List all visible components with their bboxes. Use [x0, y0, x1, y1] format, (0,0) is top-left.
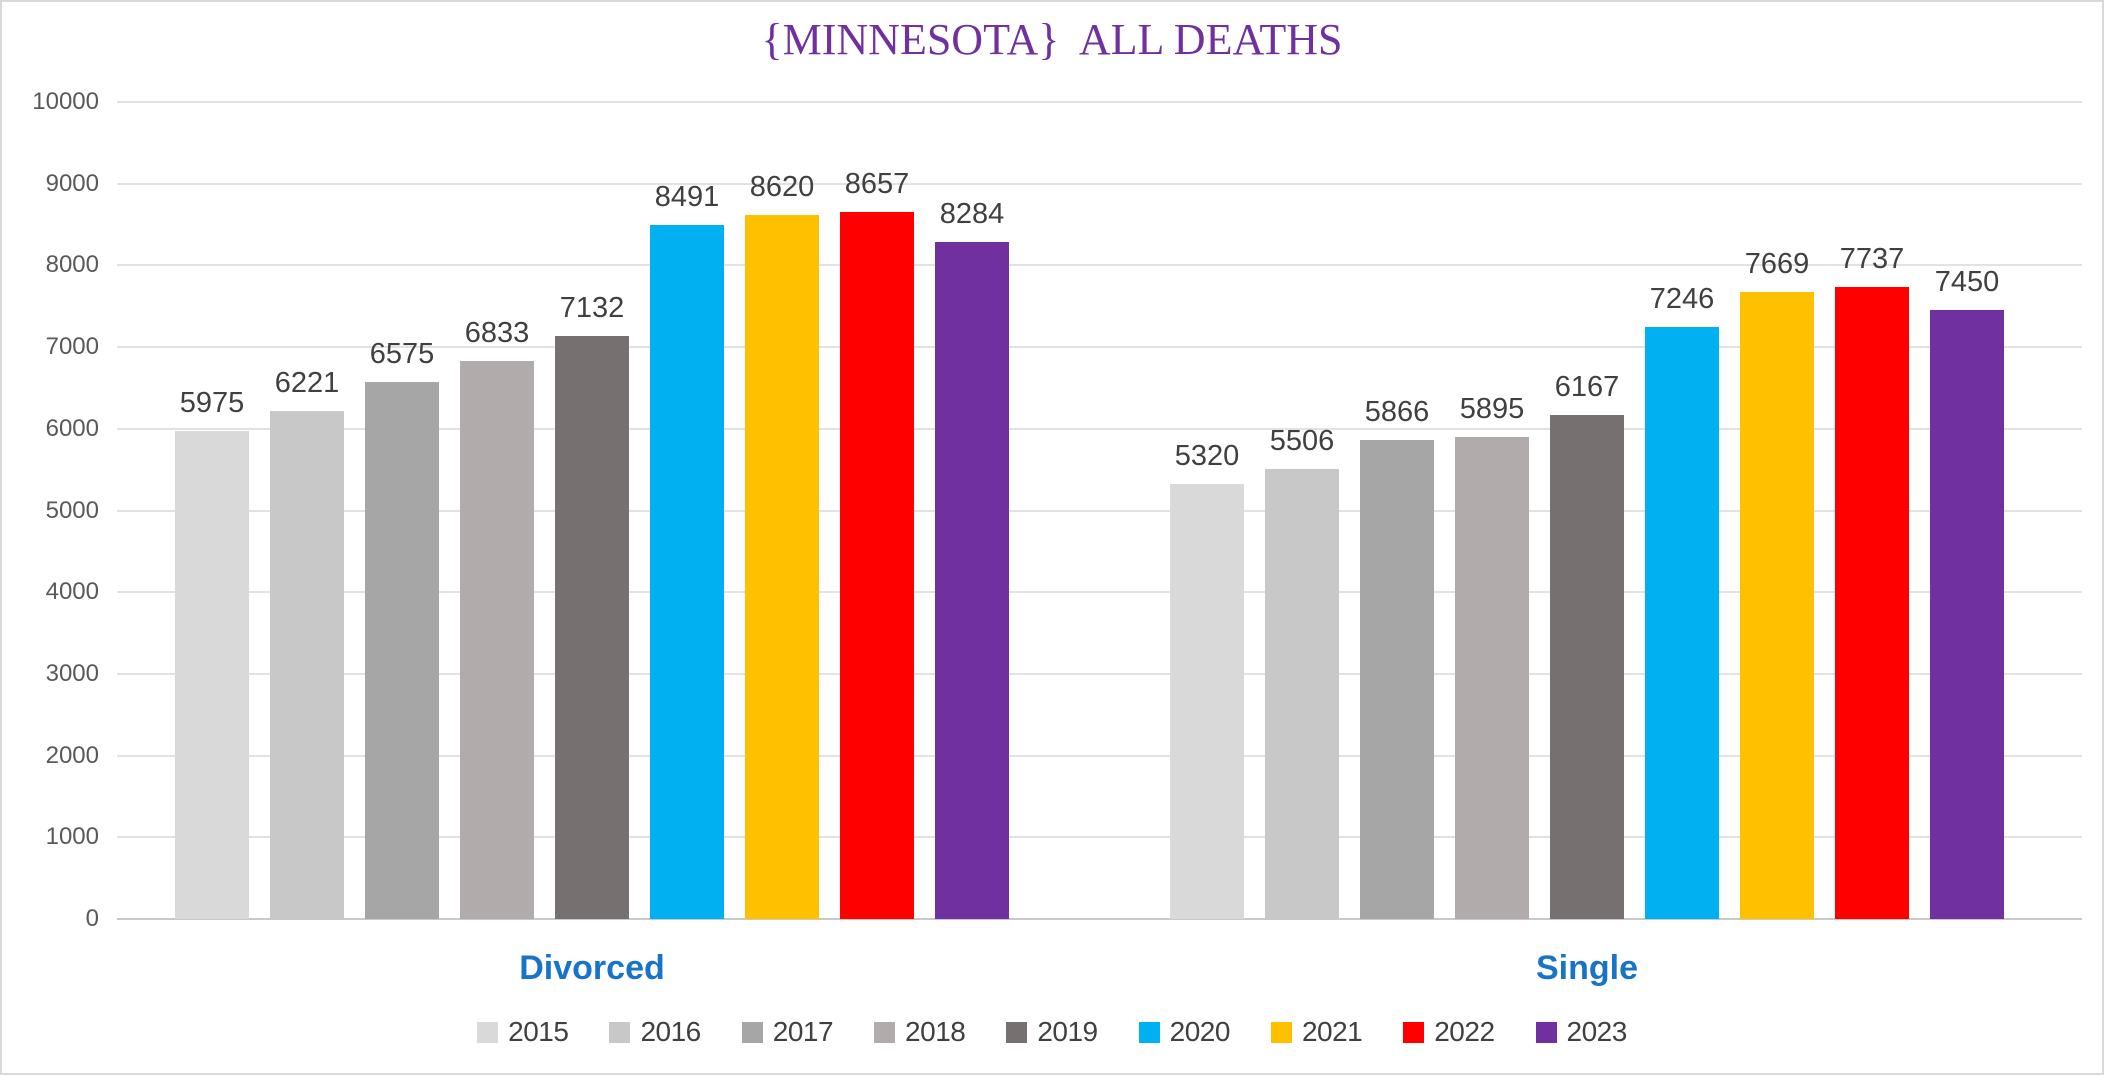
legend-marker-icon	[1270, 1021, 1292, 1043]
data-label-divorced-2021: 8620	[749, 171, 815, 203]
legend-marker-icon	[1138, 1021, 1160, 1043]
bar-divorced-2020	[650, 225, 724, 919]
legend-label: 2022	[1434, 1016, 1495, 1047]
legend-label: 2020	[1169, 1016, 1231, 1047]
bar-single-2018	[1455, 437, 1529, 919]
legend-marker-icon	[1006, 1021, 1028, 1043]
bar-single-2015	[1170, 484, 1244, 919]
bar-single-2023	[1930, 310, 2004, 919]
data-label-single-2016: 5506	[1269, 425, 1335, 457]
y-axis-tick-label: 3000	[45, 659, 99, 687]
data-label-divorced-2020: 8491	[654, 181, 720, 213]
gridline-9000	[117, 182, 2082, 185]
y-axis-tick-label: 5000	[45, 496, 99, 524]
legend-item-2022: 2022	[1403, 1016, 1495, 1048]
legend-marker-icon	[874, 1021, 896, 1043]
gridline-1000	[117, 836, 2082, 839]
category-label-single: Single	[1535, 949, 1639, 987]
gridline-5000	[117, 509, 2082, 512]
bar-divorced-2022	[840, 212, 914, 919]
data-label-divorced-2015: 5975	[179, 387, 245, 419]
legend-marker-icon	[1535, 1021, 1557, 1043]
data-label-single-2018: 5895	[1459, 393, 1525, 425]
data-label-divorced-2016: 6221	[274, 367, 340, 399]
data-label-divorced-2017: 6575	[369, 338, 435, 370]
bar-divorced-2015	[175, 431, 249, 919]
legend-marker-icon	[609, 1021, 631, 1043]
legend-marker-icon	[477, 1021, 499, 1043]
bar-single-2020	[1645, 327, 1719, 919]
gridline-2000	[117, 754, 2082, 757]
data-label-single-2017: 5866	[1364, 396, 1430, 428]
gridline-3000	[117, 672, 2082, 675]
legend-label: 2018	[905, 1016, 966, 1047]
gridline-0	[117, 918, 2082, 920]
legend-marker-icon	[741, 1021, 763, 1043]
y-axis-tick-label: 2000	[45, 741, 99, 769]
data-label-divorced-2018: 6833	[464, 317, 530, 349]
bar-divorced-2019	[555, 336, 629, 919]
category-label-divorced: Divorced	[519, 949, 665, 987]
legend-label: 2015	[508, 1016, 569, 1047]
y-axis-tick-label: 6000	[45, 414, 99, 442]
bar-single-2021	[1740, 292, 1814, 919]
legend-label: 2017	[772, 1016, 834, 1047]
data-label-single-2020: 7246	[1649, 283, 1715, 315]
legend-item-2015: 2015	[477, 1016, 569, 1048]
gridline-4000	[117, 591, 2082, 594]
y-axis-tick-label: 10000	[32, 88, 99, 115]
data-label-divorced-2019: 7132	[559, 292, 625, 324]
y-axis-tick-label: 0	[85, 905, 99, 932]
bar-divorced-2016	[270, 411, 344, 919]
chart-title: {MINNESOTA} ALL DEATHS	[761, 15, 1343, 64]
bar-divorced-2018	[460, 361, 534, 919]
legend-item-2019: 2019	[1006, 1016, 1098, 1048]
bar-divorced-2021	[745, 215, 819, 919]
legend-item-2017: 2017	[741, 1016, 834, 1048]
bar-divorced-2017	[365, 382, 439, 919]
legend-item-2020: 2020	[1138, 1016, 1231, 1048]
gridline-8000	[117, 264, 2082, 267]
data-label-single-2015: 5320	[1174, 440, 1240, 472]
legend-label: 2019	[1037, 1016, 1098, 1047]
y-axis-tick-label: 8000	[45, 251, 99, 279]
bar-single-2019	[1550, 415, 1624, 919]
legend-marker-icon	[1403, 1021, 1425, 1043]
y-axis-tick-label: 4000	[45, 578, 99, 606]
bar-single-2016	[1265, 469, 1339, 919]
gridline-10000	[117, 101, 2082, 103]
legend-item-2016: 2016	[609, 1016, 701, 1048]
bar-single-2017	[1360, 440, 1434, 919]
legend-item-2023: 2023	[1535, 1016, 1628, 1048]
plot-area: 0 1000 2000 3000 4000 5000 6000 7000 8000 9000 100…	[32, 88, 2082, 932]
legend-label: 2021	[1301, 1016, 1363, 1047]
legend-label: 2023	[1566, 1016, 1628, 1047]
data-label-single-2022: 7737	[1839, 243, 1905, 275]
legend-item-2021: 2021	[1270, 1016, 1363, 1048]
data-label-single-2023: 7450	[1934, 266, 2000, 298]
gridline-7000	[117, 346, 2082, 349]
gridline-6000	[117, 427, 2082, 430]
bar-divorced-2023	[935, 242, 1009, 919]
data-label-divorced-2023: 8284	[939, 198, 1005, 230]
data-label-single-2019: 6167	[1554, 371, 1620, 403]
legend-label: 2016	[640, 1016, 701, 1047]
y-axis-tick-label: 9000	[45, 169, 99, 197]
legend-item-2018: 2018	[874, 1016, 966, 1048]
y-axis-tick-label: 1000	[45, 823, 99, 851]
y-axis-tick-label: 7000	[45, 333, 99, 361]
data-label-single-2021: 7669	[1744, 248, 1810, 280]
data-label-divorced-2022: 8657	[844, 168, 910, 200]
bar-single-2022	[1835, 287, 1909, 919]
legend: 2015 2016 2017 2018 2019 2020 2021 2022 2023	[2, 1016, 2102, 1048]
